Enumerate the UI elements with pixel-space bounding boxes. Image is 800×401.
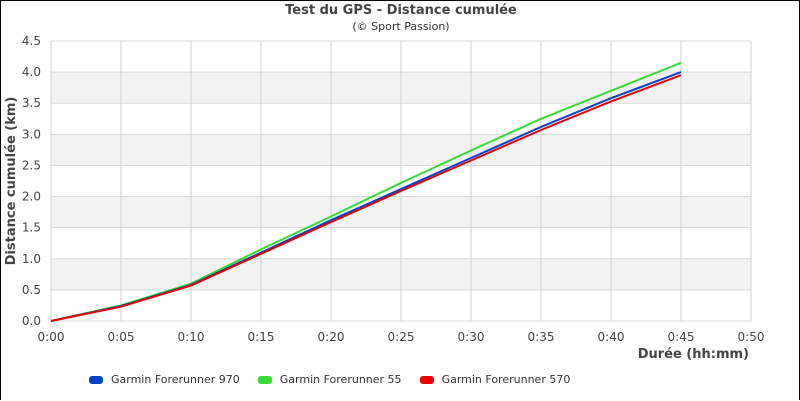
x-tick-label: 0:15 <box>248 330 275 344</box>
y-tick-label: 3.5 <box>22 96 41 110</box>
series-lines <box>50 61 682 322</box>
x-tick-label: 0:25 <box>388 330 415 344</box>
x-tick-label: 0:45 <box>668 330 695 344</box>
chart-subtitle: (© Sport Passion) <box>352 20 450 33</box>
legend-label-970: Garmin Forerunner 970 <box>111 373 240 386</box>
legend-swatch-970 <box>89 375 103 384</box>
legend-swatch-55 <box>257 375 272 384</box>
x-tick-label: 0:35 <box>528 330 555 344</box>
x-tick-label: 0:20 <box>318 330 345 344</box>
y-axis-ticks: 0.0 0.5 1.0 1.5 2.0 2.5 3.0 3.5 4.0 4.5 <box>22 34 41 328</box>
y-tick-label: 4.0 <box>22 65 41 79</box>
y-tick-label: 3.0 <box>22 127 41 141</box>
y-tick-label: 1.0 <box>22 252 41 266</box>
x-axis-label: Durée (hh:mm) <box>638 347 749 362</box>
series-line <box>50 74 682 322</box>
y-tick-label: 1.5 <box>22 221 41 235</box>
legend-swatch-570 <box>419 375 434 384</box>
legend-item-forerunner-570[interactable]: Garmin Forerunner 570 <box>419 373 571 386</box>
legend-label-55: Garmin Forerunner 55 <box>279 373 402 386</box>
y-axis-label: Distance cumulée (km) <box>4 97 19 266</box>
legend: Garmin Forerunner 970 Garmin Forerunner … <box>89 373 588 386</box>
y-tick-label: 2.5 <box>22 158 41 172</box>
x-axis-ticks: 0:00 0:05 0:10 0:15 0:20 0:25 0:30 0:35 0:40 0:45… <box>38 330 765 344</box>
legend-item-forerunner-55[interactable]: Garmin Forerunner 55 <box>257 373 402 386</box>
x-tick-label: 0:50 <box>738 330 765 344</box>
legend-label-570: Garmin Forerunner 570 <box>441 373 571 386</box>
y-tick-label: 0.0 <box>22 314 41 328</box>
x-tick-label: 0:30 <box>458 330 485 344</box>
x-tick-label: 0:00 <box>38 330 65 344</box>
y-tick-label: 0.5 <box>22 283 41 297</box>
chart-title: Test du GPS - Distance cumulée <box>285 3 517 18</box>
y-tick-label: 2.0 <box>22 190 41 204</box>
y-tick-label: 4.5 <box>22 34 41 48</box>
x-tick-label: 0:05 <box>108 330 135 344</box>
x-tick-label: 0:10 <box>178 330 205 344</box>
legend-item-forerunner-970[interactable]: Garmin Forerunner 970 <box>89 373 240 386</box>
x-tick-label: 0:40 <box>598 330 625 344</box>
